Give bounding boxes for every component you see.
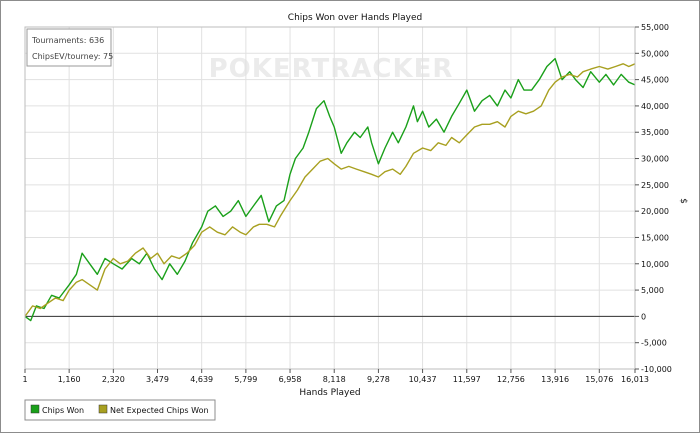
y-tick-label: 0 bbox=[641, 312, 646, 321]
series-lines bbox=[24, 57, 636, 322]
legend-swatch-net-expected bbox=[98, 404, 108, 414]
series-line-net-expected-chips-won bbox=[24, 63, 636, 317]
info-chipsev-per-tourney: ChipsEV/tourney: 75 bbox=[32, 52, 113, 61]
x-tick-label: 4,639 bbox=[190, 375, 213, 384]
y-tick-label: 40,000 bbox=[641, 102, 669, 111]
legend-label-net-expected: Net Expected Chips Won bbox=[110, 406, 209, 415]
y-tick-label: 55,000 bbox=[641, 23, 669, 32]
x-tick-label: 10,437 bbox=[409, 375, 437, 384]
x-tick-label: 13,916 bbox=[541, 375, 569, 384]
y-tick-label: 5,000 bbox=[641, 286, 664, 295]
y-tick-label: -10,000 bbox=[641, 365, 672, 374]
pokertracker-watermark: POKERTRACKER bbox=[209, 54, 454, 84]
y-axis-ticks: 55,000 50,000 45,000 40,000 35,000 30,000 25,0… bbox=[635, 23, 672, 374]
y-tick-label: 35,000 bbox=[641, 128, 669, 137]
x-tick-label: 16,013 bbox=[621, 375, 649, 384]
x-tick-label: 1 bbox=[22, 375, 27, 384]
x-tick-label: 9,278 bbox=[367, 375, 390, 384]
x-tick-label: 15,076 bbox=[585, 375, 613, 384]
info-box-frame bbox=[26, 28, 112, 67]
y-tick-label: 45,000 bbox=[641, 76, 669, 85]
y-tick-label: 10,000 bbox=[641, 260, 669, 269]
y-tick-label: 30,000 bbox=[641, 155, 669, 164]
x-tick-label: 6,958 bbox=[279, 375, 302, 384]
legend-frame bbox=[24, 399, 216, 421]
plot-border bbox=[24, 26, 636, 370]
y-tick-label: 15,000 bbox=[641, 233, 669, 242]
y-tick-label: 50,000 bbox=[641, 49, 669, 58]
y-tick-label: 20,000 bbox=[641, 207, 669, 216]
x-tick-label: 3,479 bbox=[146, 375, 169, 384]
y-tick-label: 25,000 bbox=[641, 181, 669, 190]
legend: Chips Won Net Expected Chips Won bbox=[24, 399, 216, 421]
watermark-text: POKERTRACKER bbox=[209, 54, 454, 84]
x-axis-label: Hands Played bbox=[299, 388, 360, 398]
x-tick-label: 2,320 bbox=[102, 375, 125, 384]
x-tick-label: 12,756 bbox=[497, 375, 525, 384]
x-axis-ticks: 1 1,160 2,320 3,479 4,639 5,799 6,958 8,118 9,27… bbox=[22, 369, 649, 384]
legend-label-chips-won: Chips Won bbox=[42, 406, 84, 415]
x-tick-label: 8,118 bbox=[323, 375, 346, 384]
legend-swatch-chips-won bbox=[30, 404, 40, 414]
y-axis-label: $ bbox=[678, 198, 688, 204]
x-tick-label: 5,799 bbox=[234, 375, 257, 384]
info-tournaments: Tournaments: 636 bbox=[31, 36, 104, 45]
x-tick-label: 11,597 bbox=[453, 375, 481, 384]
chart-title: Chips Won over Hands Played bbox=[288, 13, 422, 23]
x-tick-label: 1,160 bbox=[58, 375, 81, 384]
series-line-chips-won bbox=[24, 57, 636, 322]
info-box: Tournaments: 636 ChipsEV/tourney: 75 bbox=[26, 28, 113, 67]
y-tick-label: -5,000 bbox=[641, 339, 667, 348]
